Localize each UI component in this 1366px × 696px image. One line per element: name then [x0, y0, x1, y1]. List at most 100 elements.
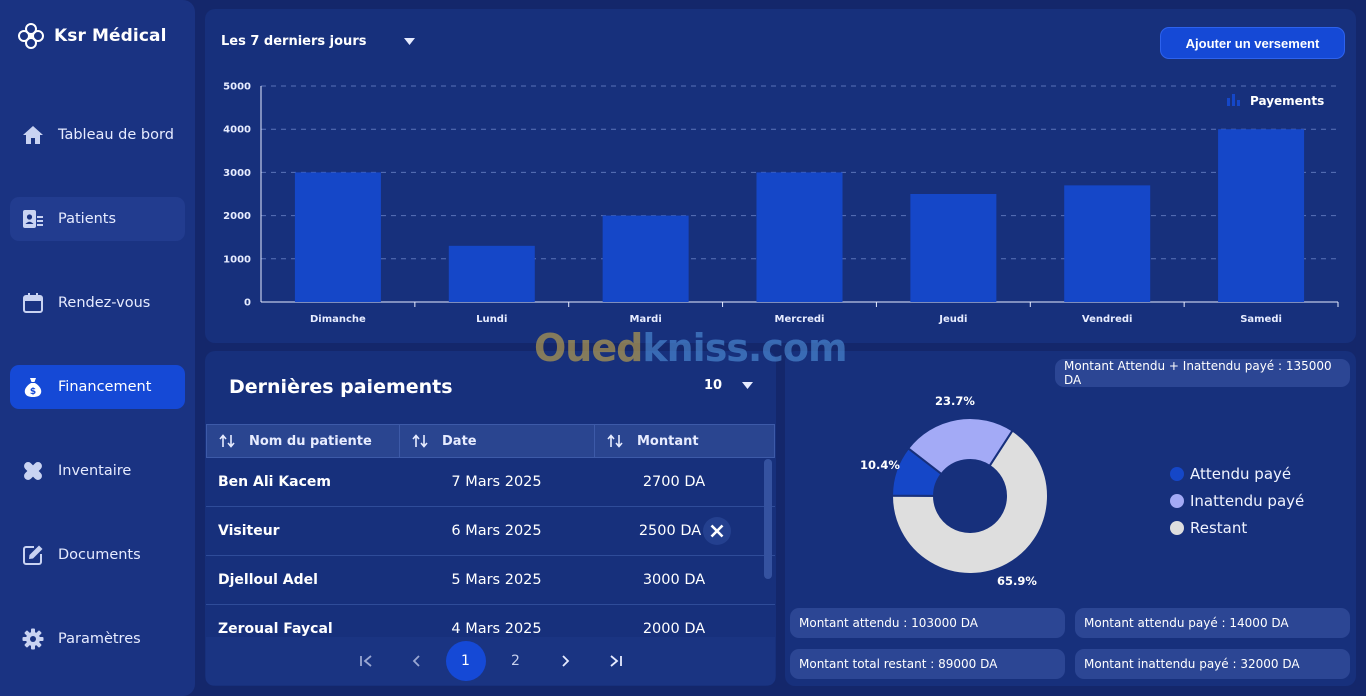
x-tick-label: Dimanche [310, 314, 366, 325]
y-tick-label: 5000 [223, 82, 251, 93]
payment-amount: 2000 DA [642, 621, 706, 636]
legend-swatch [1170, 466, 1184, 481]
previous-page-button[interactable] [391, 641, 441, 681]
expected-amount-chip: Montant attendu : 103000 DA [790, 608, 1065, 638]
x-tick-label: Mercredi [775, 314, 825, 325]
column-header-label: Montant [637, 433, 699, 449]
sidebar-item-label: Tableau de bord [58, 127, 174, 143]
x-tick-label: Mardi [630, 314, 662, 325]
x-tick-label: Lundi [476, 314, 507, 325]
y-tick-label: 4000 [223, 125, 251, 136]
total-remaining-chip: Montant total restant : 89000 DA [790, 649, 1065, 679]
column-header-date[interactable]: Date [400, 425, 595, 457]
x-tick-label: Vendredi [1082, 314, 1133, 325]
sort-icon [607, 434, 623, 448]
y-tick-label: 1000 [223, 254, 251, 265]
sidebar-item-tableau-de-bord[interactable]: Tableau de bord [10, 113, 185, 157]
last-page-button[interactable] [591, 641, 641, 681]
sidebar-item-patients[interactable]: Patients [10, 197, 185, 241]
table-row[interactable]: Zeroual Faycal 4 Mars 2025 2000 DA [206, 605, 775, 636]
brand-name: Ksr Médical [54, 26, 167, 46]
date-range-select[interactable]: Les 7 derniers jours [221, 34, 416, 49]
column-header-label: Nom du patiente [249, 433, 372, 449]
sidebar-item-inventaire[interactable]: Inventaire [10, 449, 185, 493]
slice-label-attendu: 10.4% [860, 458, 900, 472]
add-payment-button[interactable]: Ajouter un versement [1160, 27, 1345, 59]
column-header-name[interactable]: Nom du patiente [207, 425, 400, 457]
first-page-button[interactable] [341, 641, 391, 681]
table-row[interactable]: Visiteur 6 Mars 2025 2500 DA [206, 507, 775, 556]
caret-down-icon [404, 38, 416, 45]
table-body: Ben Ali Kacem 7 Mars 2025 2700 DA Visite… [206, 458, 775, 636]
financial-summary-panel: Montant Attendu + Inattendu payé : 13500… [785, 351, 1356, 686]
bar-jeudi[interactable] [910, 194, 997, 302]
next-page-button[interactable] [541, 641, 591, 681]
table-row[interactable]: Djelloul Adel 5 Mars 2025 3000 DA [206, 556, 775, 605]
legend-swatch [1227, 98, 1230, 106]
date-range-value: Les 7 derniers jours [221, 34, 367, 49]
donut-slice-inattendu-payé[interactable] [906, 417, 1014, 476]
payment-amount: 2700 DA [642, 474, 706, 490]
legend-swatch [1237, 100, 1240, 106]
bar-mardi[interactable] [602, 215, 689, 302]
bar-mercredi[interactable] [756, 172, 843, 302]
bar-dimanche[interactable] [294, 172, 381, 302]
svg-text:$: $ [30, 387, 36, 397]
page-size-select[interactable]: 10 [704, 378, 754, 393]
payment-date: 4 Mars 2025 [451, 621, 542, 636]
legend-swatch [1232, 94, 1235, 106]
sidebar-item-label: Patients [58, 211, 117, 227]
brand[interactable]: Ksr Médical [17, 22, 167, 50]
sort-icon [219, 434, 235, 448]
total-paid-chip: Montant Attendu + Inattendu payé : 13500… [1055, 359, 1350, 387]
page-button-1[interactable]: 1 [441, 641, 491, 681]
donut-legend: Attendu payé Inattendu payé Restant [1170, 460, 1304, 541]
payment-amount: 3000 DA [642, 572, 706, 588]
bandage-icon [24, 462, 42, 480]
legend-label: Restant [1190, 518, 1248, 537]
legend-item-attendu-paye[interactable]: Attendu payé [1170, 460, 1304, 487]
home-icon [23, 126, 43, 144]
patient-name: Ben Ali Kacem [218, 474, 331, 490]
sidebar-item-label: Documents [58, 547, 141, 563]
bar-vendredi[interactable] [1064, 185, 1151, 302]
sidebar-item-financement[interactable]: $ Financement [10, 365, 185, 409]
money-bag-icon: $ [24, 378, 42, 397]
payment-date: 7 Mars 2025 [451, 474, 542, 490]
bar-samedi[interactable] [1218, 129, 1305, 302]
slice-label-restant: 65.9% [997, 574, 1037, 588]
table-scrollbar[interactable] [764, 459, 772, 579]
sidebar-item-documents[interactable]: Documents [10, 533, 185, 577]
legend-swatch [1170, 520, 1184, 535]
payment-amount: 2500 DA [638, 523, 702, 539]
close-icon [710, 524, 724, 538]
current-page: 1 [445, 641, 486, 681]
page-button-2[interactable]: 2 [511, 653, 520, 669]
y-tick-label: 0 [244, 298, 251, 309]
ouedkniss-watermark: Ouedkniss.com [534, 326, 848, 370]
y-tick-label: 2000 [223, 211, 251, 222]
sidebar-item-label: Rendez-vous [58, 295, 151, 311]
column-header-label: Date [442, 433, 477, 449]
recent-payments-title: Dernières paiements [229, 376, 453, 398]
legend-label: Attendu payé [1190, 464, 1292, 483]
sidebar-item-rendez-vous[interactable]: Rendez-vous [10, 281, 185, 325]
payment-distribution-donut [890, 417, 1049, 575]
legend-swatch [1170, 493, 1184, 508]
bar-lundi[interactable] [448, 245, 535, 302]
column-header-amount[interactable]: Montant [595, 425, 774, 457]
delete-row-button[interactable] [703, 517, 731, 545]
donut-slice-restant[interactable] [890, 429, 1049, 575]
pagination: 1 2 [206, 637, 775, 685]
calendar-icon [23, 293, 43, 313]
sidebar-item-parametres[interactable]: Paramètres [10, 617, 185, 661]
caret-down-icon [742, 382, 754, 389]
legend-item-restant[interactable]: Restant [1170, 514, 1304, 541]
sidebar-item-label: Financement [58, 379, 152, 395]
patient-card-icon [23, 210, 43, 228]
payments-bar-chart: 0 1000 2000 3000 4000 5000 Dimanche Lundi Mardi M… [223, 82, 1339, 325]
legend-item-inattendu-paye[interactable]: Inattendu payé [1170, 487, 1304, 514]
x-tick-label: Samedi [1240, 314, 1282, 325]
patient-name: Zeroual Faycal [218, 621, 333, 636]
table-row[interactable]: Ben Ali Kacem 7 Mars 2025 2700 DA [206, 458, 775, 507]
